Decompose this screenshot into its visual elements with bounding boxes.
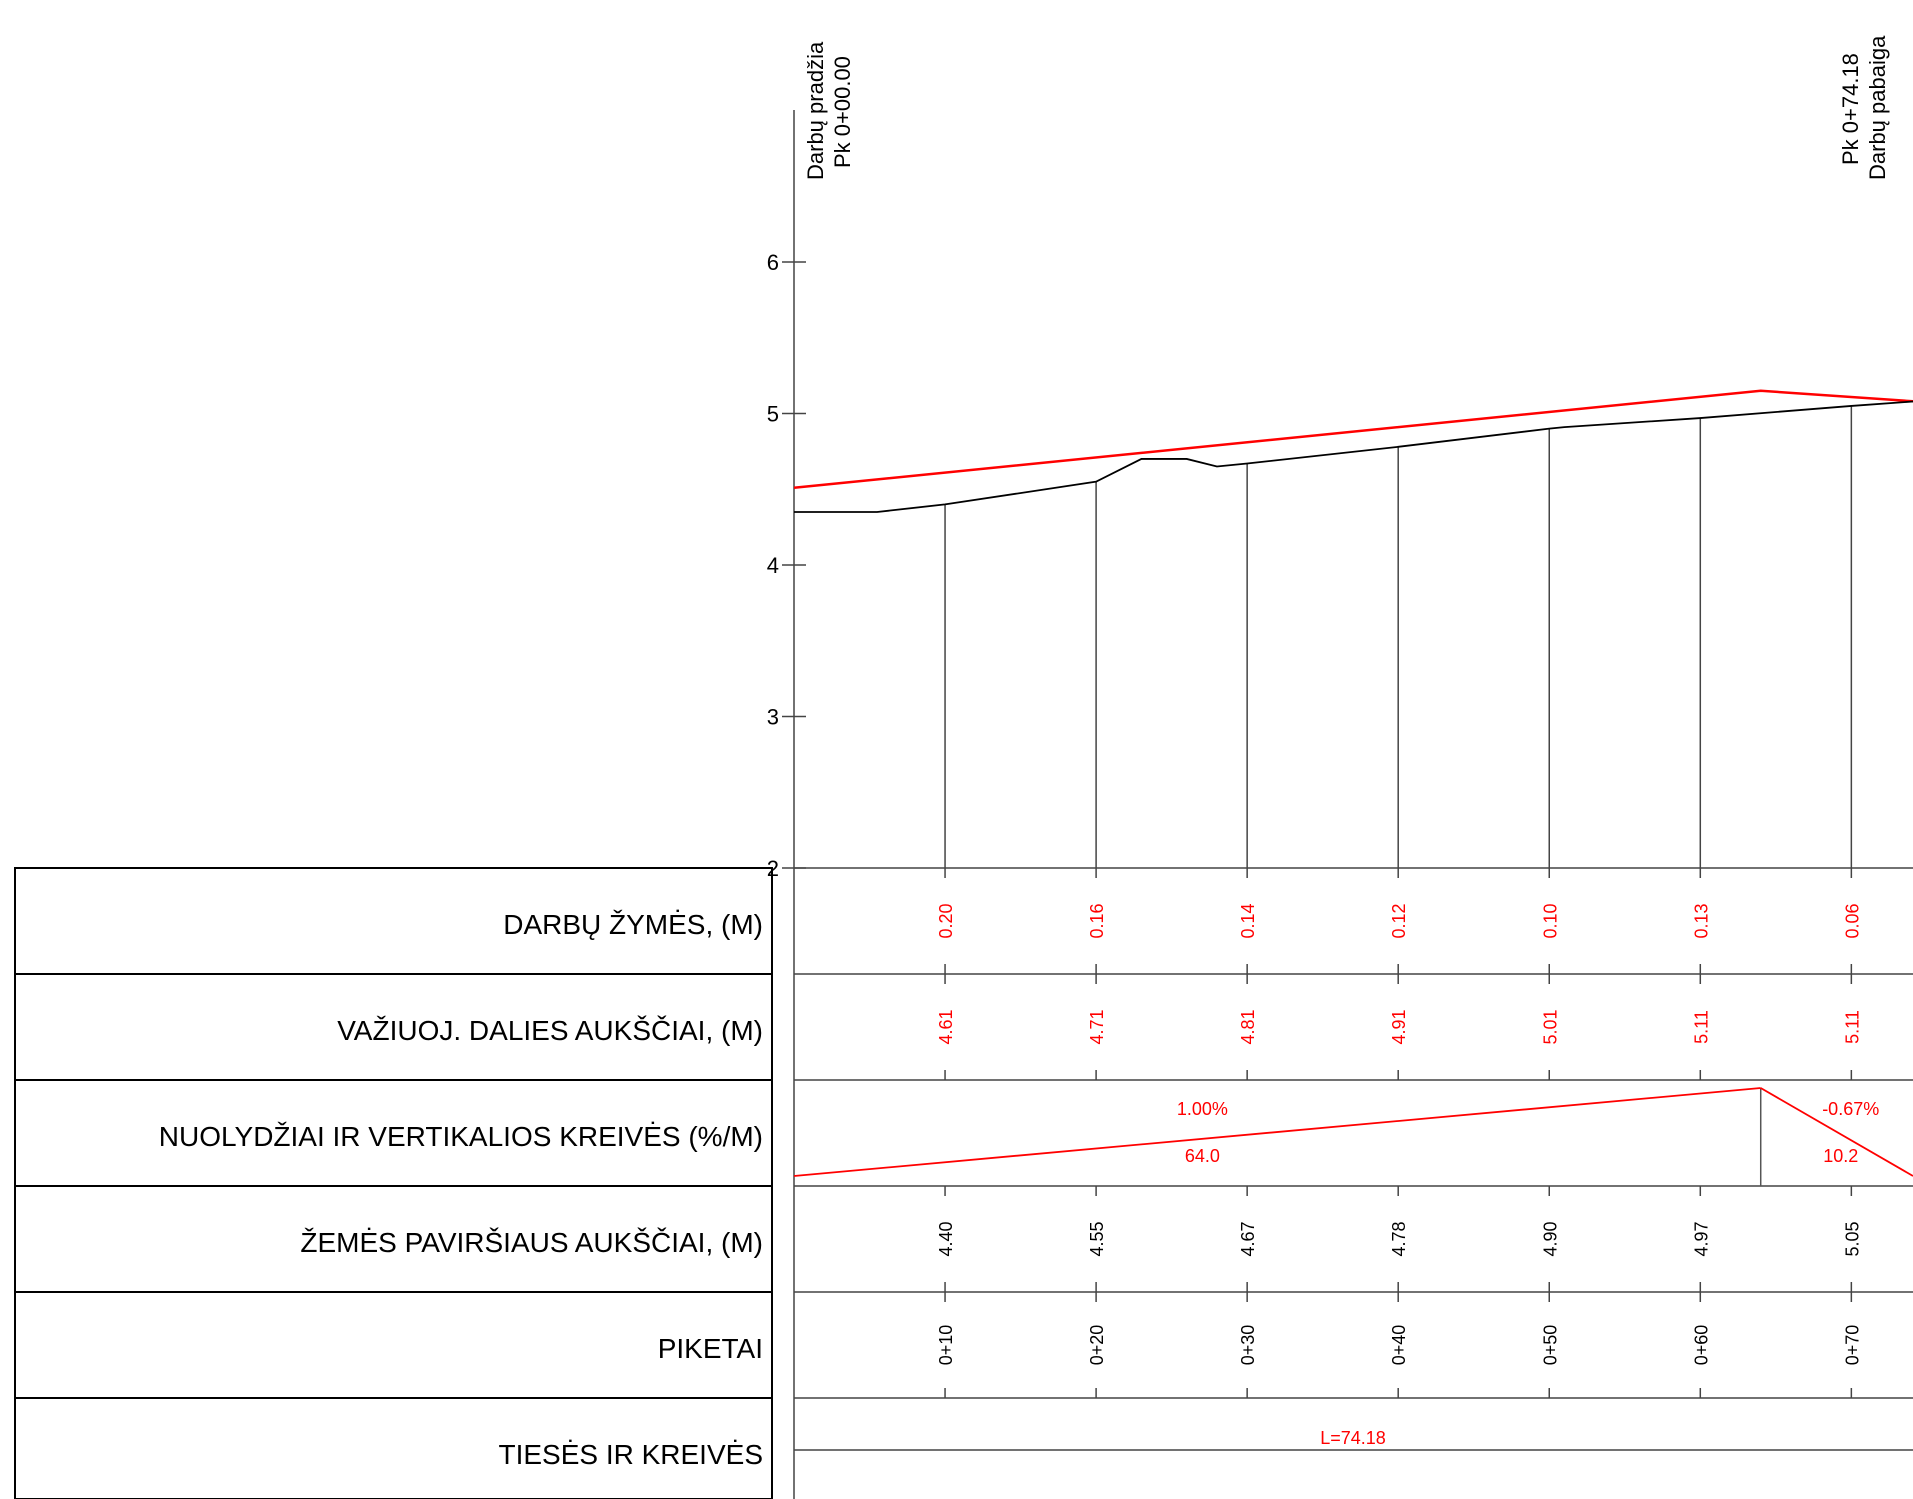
grade-line-up (793, 1087, 1761, 1177)
work-mark-value: 0.16 (1087, 903, 1107, 938)
end-marker-line1: Pk 0+74.18 (1838, 53, 1863, 165)
grade-row: 1.00% 64.0 -0.67% 10.2 (793, 1087, 1913, 1186)
ground-height-value: 4.55 (1087, 1221, 1107, 1256)
road-height-value: 4.91 (1389, 1009, 1409, 1044)
station-lines (944, 405, 1853, 868)
start-marker: Darbų pradžia Pk 0+00.00 (803, 41, 855, 180)
end-marker: Pk 0+74.18 Darbų pabaiga (1838, 35, 1890, 180)
start-marker-line2: Pk 0+00.00 (830, 56, 855, 168)
row-title-stations: PIKETAI (658, 1333, 763, 1364)
station-value: 0+20 (1087, 1325, 1107, 1366)
y-axis-ticks: 65432 (767, 250, 806, 881)
start-marker-line1: Darbų pradžia (803, 41, 828, 180)
road-height-value: 4.61 (936, 1009, 956, 1044)
ground-profile-line (794, 400, 1913, 513)
ground-height-value: 4.97 (1691, 1221, 1711, 1256)
station-value: 0+50 (1540, 1325, 1560, 1366)
work-mark-value: 0.13 (1691, 903, 1711, 938)
ground-height-value: 5.05 (1842, 1221, 1862, 1256)
profile-table: DARBŲ ŽYMĖS, (M) VAŽIUOJ. DALIES AUKŠČIA… (14, 867, 1913, 1499)
table-cells: 0.20 0.16 0.14 0.12 0.10 0.13 0.06 4.61 4.71 4.81… (936, 868, 1862, 1398)
grade-length-2: 10.2 (1823, 1146, 1858, 1166)
work-mark-value: 0.14 (1238, 903, 1258, 938)
row-title-grades: NUOLYDŽIAI IR VERTIKALIOS KREIVĖS (%/M) (159, 1121, 763, 1152)
ground-height-value: 4.78 (1389, 1221, 1409, 1256)
y-tick-label: 4 (767, 553, 779, 578)
road-height-value: 5.01 (1540, 1009, 1560, 1044)
work-mark-value: 0.06 (1842, 903, 1862, 938)
row-title-alignment: TIESĖS IR KREIVĖS (498, 1439, 763, 1470)
work-mark-value: 0.10 (1540, 903, 1560, 938)
alignment-length-label: L=74.18 (1320, 1428, 1386, 1448)
row-title-ground-heights: ŽEMĖS PAVIRŠIAUS AUKŠČIAI, (M) (300, 1227, 763, 1258)
y-tick-label: 5 (767, 402, 779, 427)
station-value: 0+30 (1238, 1325, 1258, 1366)
ground-height-value: 4.67 (1238, 1221, 1258, 1256)
end-marker-line2: Darbų pabaiga (1865, 35, 1890, 180)
road-height-value: 5.11 (1842, 1010, 1862, 1044)
ground-height-value: 4.40 (936, 1221, 956, 1256)
station-value: 0+10 (936, 1325, 956, 1366)
work-mark-value: 0.12 (1389, 903, 1409, 938)
station-value: 0+40 (1389, 1325, 1409, 1366)
row-title-work-marks: DARBŲ ŽYMĖS, (M) (503, 909, 763, 940)
road-height-value: 4.81 (1238, 1009, 1258, 1044)
work-mark-value: 0.20 (936, 903, 956, 938)
row-title-road-heights: VAŽIUOJ. DALIES AUKŠČIAI, (M) (337, 1015, 763, 1046)
ground-height-value: 4.90 (1540, 1221, 1560, 1256)
grade-percent-1: 1.00% (1177, 1099, 1228, 1119)
y-tick-label: 6 (767, 250, 779, 275)
grade-length-1: 64.0 (1185, 1146, 1220, 1166)
y-tick-label: 3 (767, 705, 779, 730)
grade-line-down (1760, 1087, 1913, 1177)
road-height-value: 4.71 (1087, 1009, 1107, 1044)
road-height-value: 5.11 (1691, 1010, 1711, 1044)
table-title-column (14, 867, 773, 1499)
station-value: 0+70 (1842, 1325, 1862, 1366)
row-dividers (15, 867, 1913, 1451)
design-profile-line (793, 389, 1913, 489)
station-value: 0+60 (1691, 1325, 1711, 1366)
grade-percent-2: -0.67% (1822, 1099, 1879, 1119)
